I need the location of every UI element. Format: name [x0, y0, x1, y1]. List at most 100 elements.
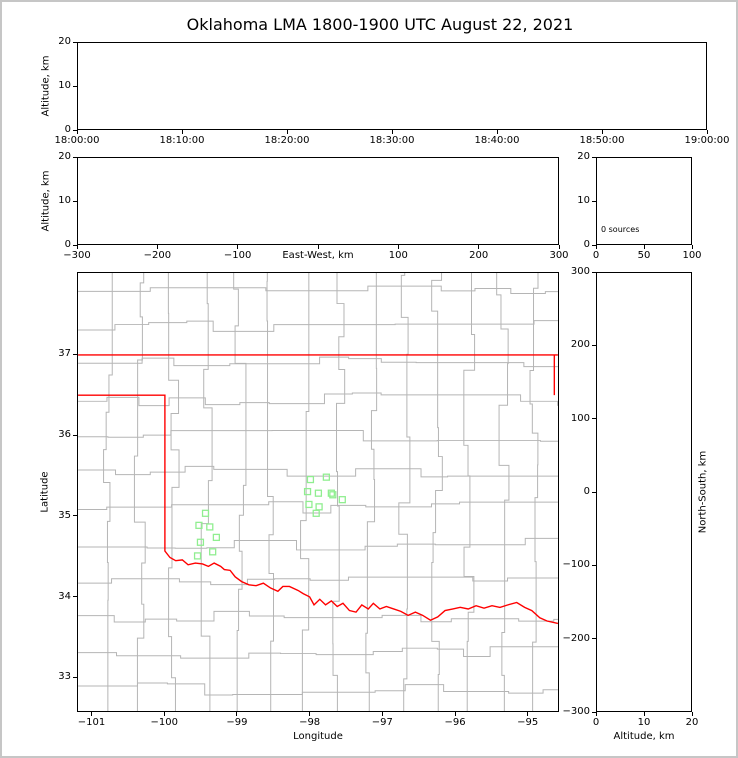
y-tick-label: −300 [562, 706, 590, 717]
lma-station-marker [303, 487, 312, 496]
x-tick-mark [478, 245, 480, 249]
x-tick-mark [76, 245, 78, 249]
x-tick-mark [397, 245, 399, 249]
y-tick-mark [73, 41, 77, 43]
lma-station-marker [312, 509, 320, 517]
x-tick-label: −300 [63, 250, 91, 261]
x-tick-label: 10 [637, 717, 651, 728]
x-tick-label: −99 [226, 717, 248, 728]
y-tick-label: 100 [570, 412, 590, 424]
map-x-axis-label: Longitude [293, 731, 343, 742]
lma-station-marker [327, 489, 335, 497]
x-tick-mark [496, 130, 498, 134]
x-tick-mark [595, 712, 597, 716]
x-tick-mark [691, 245, 693, 249]
x-tick-mark [236, 712, 238, 716]
y-tick-label: 300 [570, 266, 590, 277]
y-tick-label: 20 [58, 151, 71, 162]
y-tick-mark [73, 244, 77, 246]
lma-station-marker [201, 509, 210, 517]
x-tick-label: −101 [77, 717, 106, 728]
y-tick-mark [73, 676, 77, 678]
x-tick-label: 20 [685, 717, 699, 728]
x-tick-label: −96 [444, 717, 466, 728]
y-tick-mark [73, 434, 77, 436]
x-tick-mark [237, 245, 239, 249]
oklahoma-county-map [78, 273, 558, 711]
lma-station-marker [196, 538, 205, 546]
altitude-histogram-panel [596, 157, 692, 245]
y-tick-label: 10 [58, 80, 71, 91]
lma-station-marker [338, 496, 346, 504]
y-tick-mark [592, 418, 596, 420]
y-tick-label: 0 [583, 239, 590, 250]
y-tick-mark [73, 129, 77, 131]
x-tick-label: 0 [592, 250, 600, 261]
state-border [78, 354, 558, 625]
y-tick-mark [592, 711, 596, 713]
x-tick-label: 300 [549, 250, 569, 261]
lma-station-marker [306, 475, 315, 484]
x-tick-label: 50 [637, 250, 651, 261]
y-tick-mark [592, 271, 596, 273]
x-tick-mark [527, 712, 529, 716]
x-tick-mark [454, 712, 456, 716]
x-tick-mark [706, 130, 708, 134]
plan-view-map-panel [77, 272, 559, 712]
x-tick-label: 18:00:00 [54, 135, 100, 146]
y-tick-label: 35 [58, 509, 71, 521]
y-tick-mark [592, 491, 596, 493]
y-tick-mark [73, 200, 77, 202]
y-tick-label: 10 [577, 195, 590, 206]
ns-panel-x-axis-label: Altitude, km [613, 731, 675, 742]
x-tick-mark [317, 245, 319, 249]
lma-station-marker [315, 503, 323, 511]
x-tick-label: −98 [299, 717, 321, 728]
x-tick-mark [691, 712, 693, 716]
y-tick-label: 0 [64, 239, 71, 250]
y-tick-label: −200 [562, 632, 590, 644]
x-tick-label: 18:50:00 [579, 135, 625, 146]
x-tick-label: 0 [592, 717, 600, 728]
x-tick-mark [163, 712, 165, 716]
lma-station-marker [322, 473, 330, 481]
y-tick-label: 200 [570, 339, 590, 351]
x-tick-label: 18:30:00 [369, 135, 415, 146]
y-tick-mark [592, 638, 596, 640]
y-tick-label: 20 [58, 36, 71, 47]
x-tick-label: −100 [150, 717, 178, 728]
y-tick-label: 0 [583, 486, 590, 497]
lma-station-marker [209, 548, 217, 556]
x-tick-label: 18:20:00 [264, 135, 310, 146]
y-tick-mark [592, 344, 596, 346]
x-tick-label: 18:10:00 [159, 135, 205, 146]
x-tick-label: 100 [388, 250, 408, 261]
x-tick-label: 200 [469, 250, 489, 261]
x-tick-mark [643, 245, 645, 249]
lma-station-marker [206, 523, 214, 531]
y-tick-label: −100 [562, 559, 590, 571]
y-tick-mark [592, 200, 596, 202]
map-y-axis-label: Latitude [39, 471, 51, 513]
y-tick-label: 36 [58, 429, 71, 441]
x-tick-mark [381, 712, 383, 716]
y-tick-label: 10 [58, 195, 71, 206]
north-south-height-panel [596, 272, 692, 712]
y-tick-label: 0 [64, 124, 71, 135]
y-tick-mark [592, 564, 596, 566]
y-tick-label: 20 [577, 151, 590, 162]
y-tick-mark [592, 244, 596, 246]
x-tick-label: −97 [371, 717, 393, 728]
y-tick-mark [73, 156, 77, 158]
x-tick-mark [595, 245, 597, 249]
lma-station-marker [305, 500, 313, 509]
x-tick-mark [391, 130, 393, 134]
y-tick-label: 34 [58, 590, 71, 602]
x-tick-mark [76, 130, 78, 134]
y-tick-mark [592, 156, 596, 158]
ew-panel-x-axis-label: East-West, km [282, 250, 354, 261]
y-tick-label: 33 [58, 671, 71, 683]
x-tick-label: 18:40:00 [474, 135, 520, 146]
figure-title: Oklahoma LMA 1800-1900 UTC August 22, 20… [186, 15, 574, 34]
